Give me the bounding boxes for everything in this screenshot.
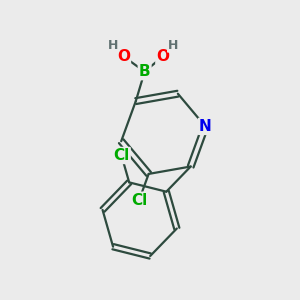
Text: H: H	[108, 39, 118, 52]
Text: Cl: Cl	[113, 148, 130, 163]
Text: N: N	[199, 119, 212, 134]
Text: O: O	[156, 49, 170, 64]
Text: O: O	[117, 49, 130, 64]
Text: Cl: Cl	[131, 193, 147, 208]
Text: B: B	[139, 64, 151, 79]
Text: H: H	[168, 39, 178, 52]
